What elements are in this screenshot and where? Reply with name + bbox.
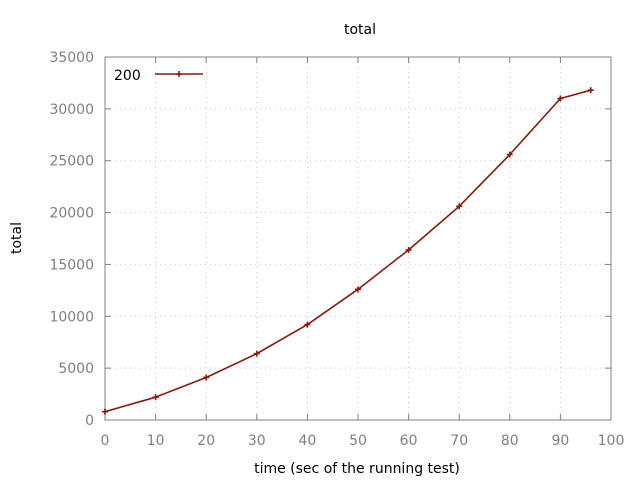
x-tick-label: 100 [598, 433, 625, 449]
x-axis-label: time (sec of the running test) [254, 461, 460, 477]
y-axis-label: total [9, 222, 25, 254]
y-tick-label: 25000 [49, 154, 94, 170]
chart-title: total [344, 22, 376, 38]
data-point-marker [456, 203, 463, 210]
y-tick-label: 30000 [49, 102, 94, 118]
data-point-marker [587, 87, 594, 94]
x-tick-label: 10 [147, 433, 165, 449]
data-point-marker [506, 151, 513, 158]
legend-label: 200 [114, 68, 141, 84]
series-layer [102, 87, 594, 415]
data-point-marker [102, 408, 108, 415]
axis-ticks [104, 56, 612, 421]
data-point-marker [253, 350, 260, 357]
x-tick-label: 40 [298, 433, 316, 449]
x-tick-label: 80 [501, 433, 519, 449]
data-point-marker [304, 321, 311, 328]
legend-marker-plus [176, 71, 182, 77]
y-tick-labels: 0 5000 10000 15000 20000 25000 30000 35000 [49, 50, 94, 429]
x-tick-label: 50 [349, 433, 367, 449]
x-tick-labels: 0 10 20 30 40 50 60 70 80 90 100 [101, 433, 625, 449]
data-point-marker [152, 394, 159, 401]
data-point-marker [557, 95, 564, 102]
y-tick-label: 20000 [49, 206, 94, 222]
x-tick-label: 70 [450, 433, 468, 449]
x-tick-label: 60 [400, 433, 418, 449]
x-tick-label: 0 [101, 433, 110, 449]
y-tick-label: 0 [85, 413, 94, 429]
data-point-marker [405, 246, 412, 253]
x-tick-label: 30 [248, 433, 266, 449]
y-tick-label: 10000 [49, 309, 94, 325]
y-tick-label: 35000 [49, 50, 94, 66]
grid [105, 57, 611, 420]
legend: 200 [114, 68, 203, 84]
data-point-marker [355, 286, 361, 293]
y-tick-label: 15000 [49, 257, 94, 273]
x-tick-label: 20 [197, 433, 215, 449]
x-tick-label: 90 [551, 433, 569, 449]
plot-frame [104, 56, 612, 421]
series-line [104, 89, 591, 413]
data-point-marker [203, 374, 210, 381]
y-tick-label: 5000 [58, 361, 94, 377]
legend-marker [176, 71, 182, 77]
